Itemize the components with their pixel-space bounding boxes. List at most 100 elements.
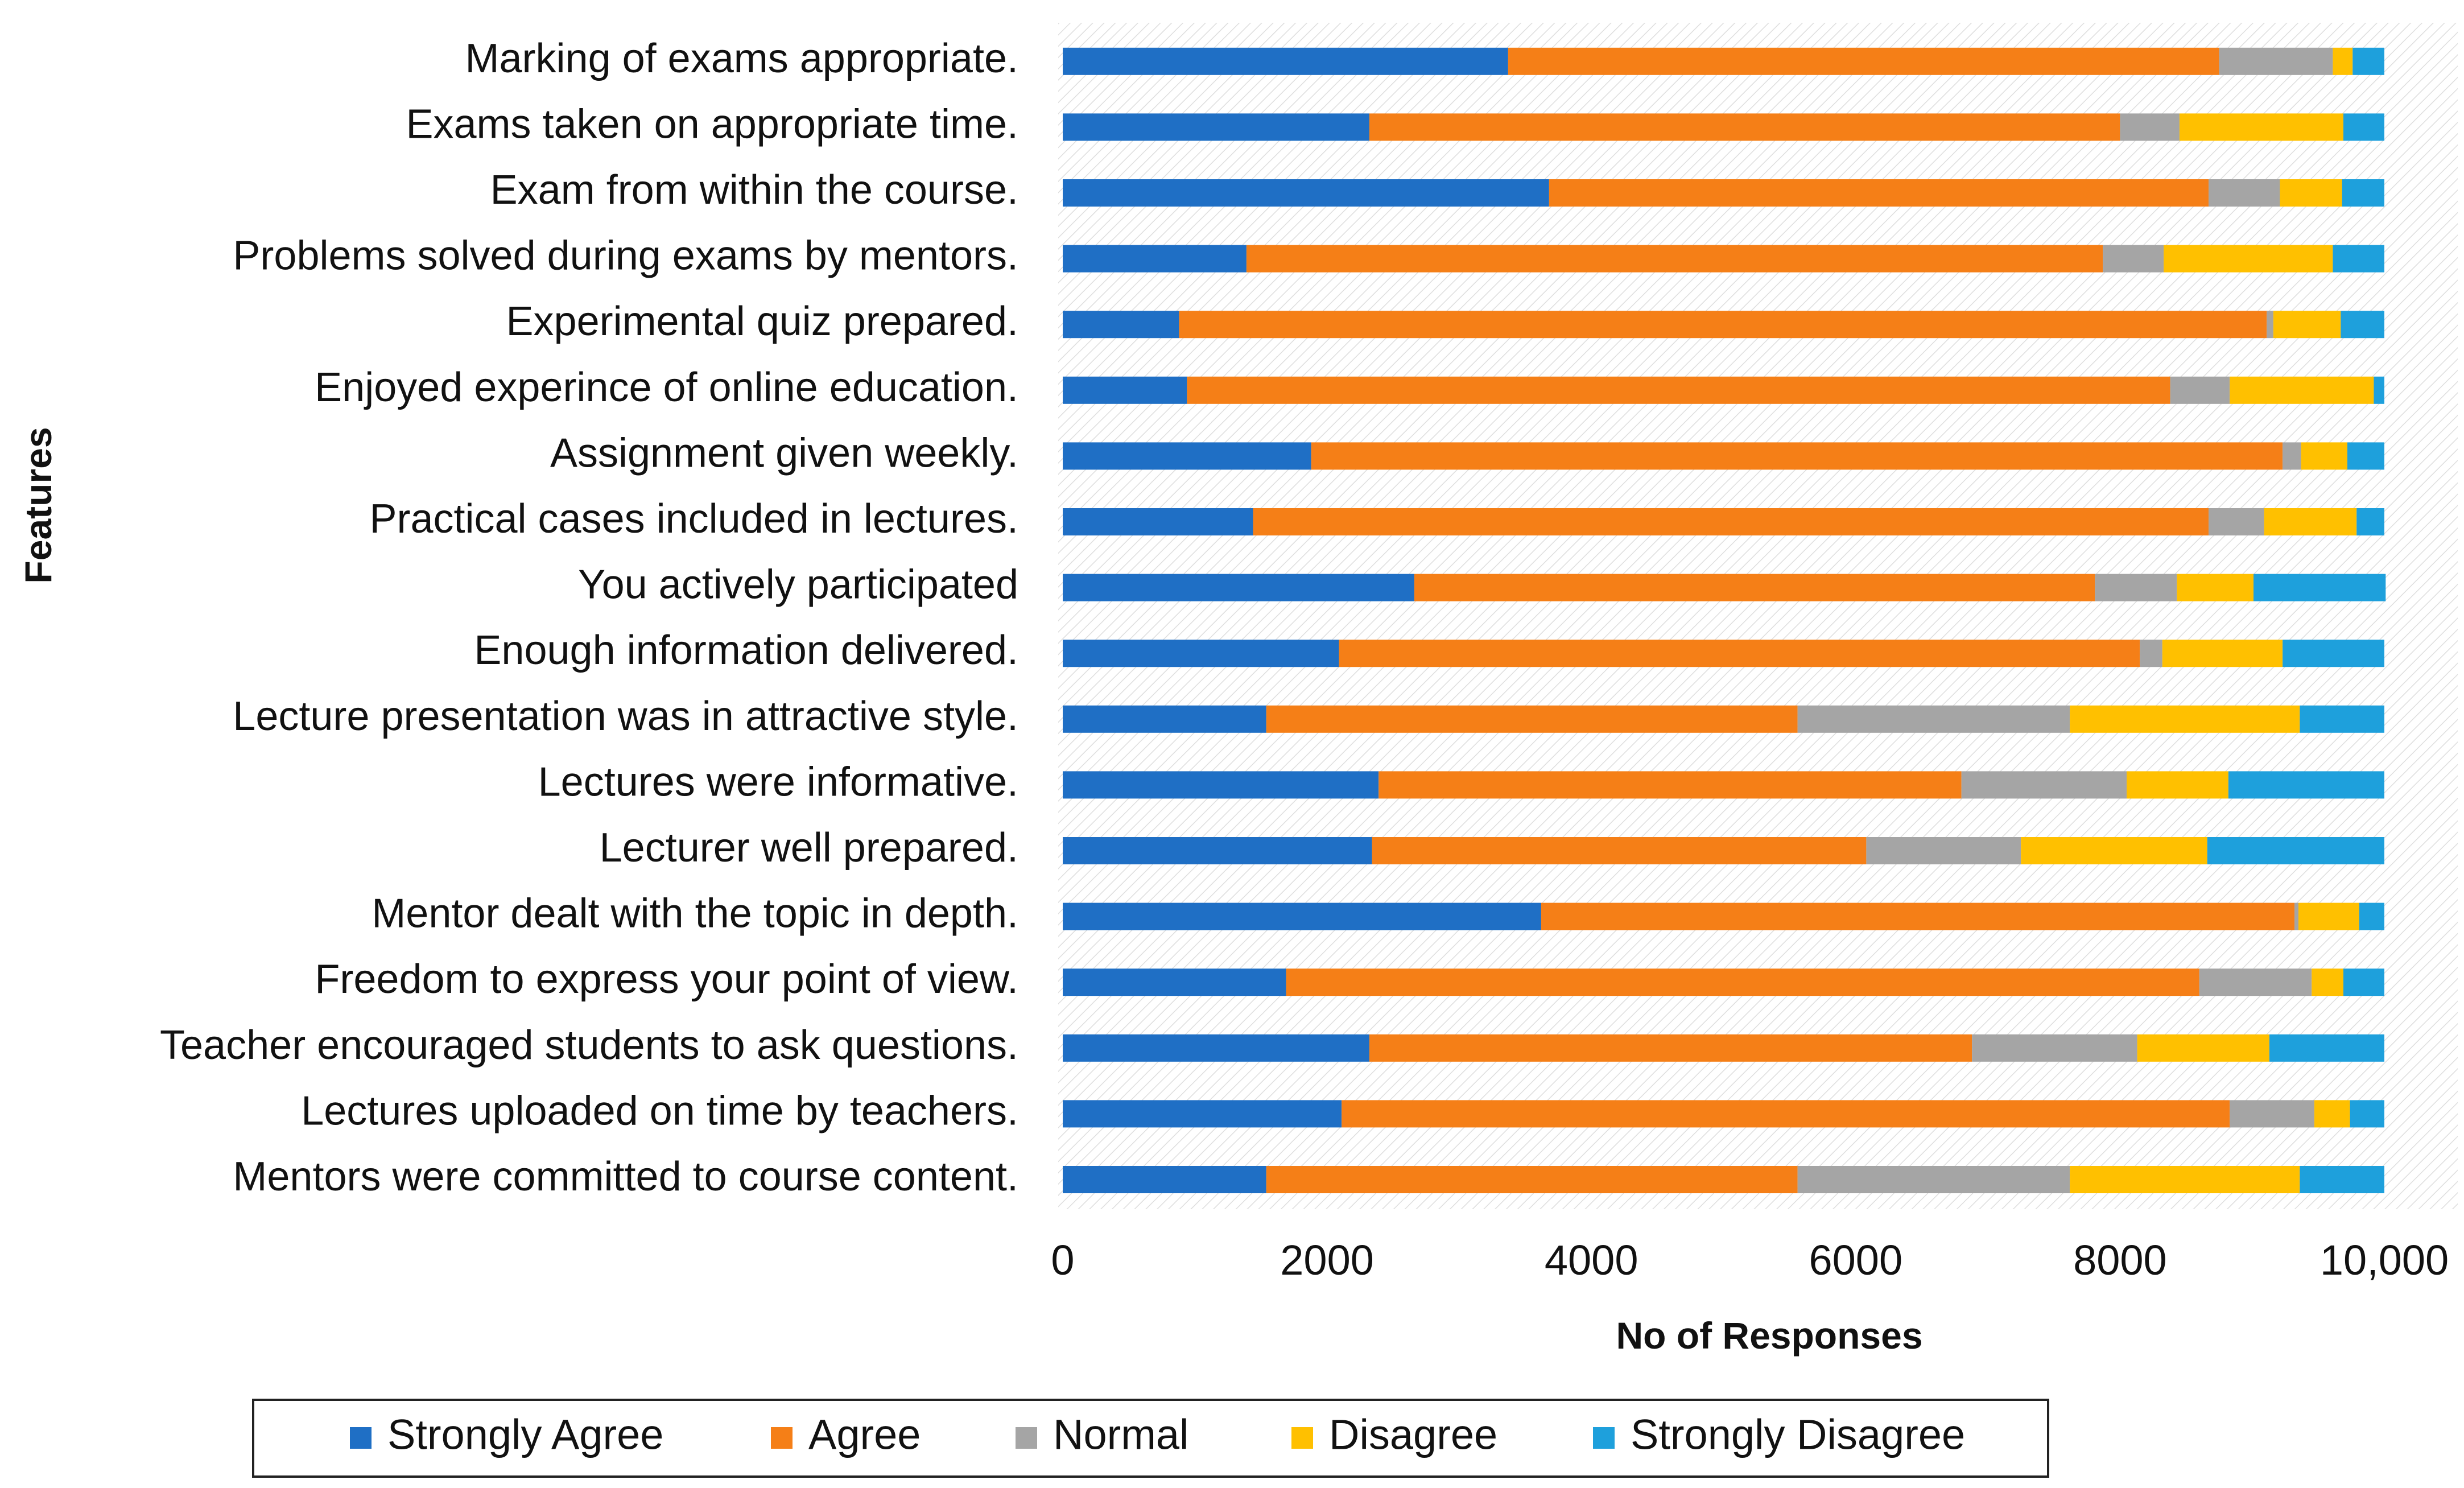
bar-segment-agree	[1266, 1166, 1798, 1193]
bar-segment-strongly-agree	[1063, 311, 1179, 339]
bar-segment-disagree	[2127, 771, 2228, 799]
x-axis-title: No of Responses	[1616, 1314, 1922, 1357]
bar-segment-strongly-disagree	[2347, 442, 2384, 470]
bar-segment-strongly-disagree	[2207, 837, 2384, 864]
category-label: Assignment given weekly.	[550, 430, 1018, 476]
bar-segment-agree	[1246, 245, 2103, 273]
bar-segment-strongly-agree	[1063, 640, 1339, 667]
category-label: Freedom to express your point of view.	[315, 957, 1018, 1002]
legend-label: Strongly Agree	[387, 1411, 663, 1458]
bar-segment-agree	[1342, 1100, 2230, 1128]
legend-swatch	[1016, 1427, 1037, 1449]
bar-segment-strongly-agree	[1063, 902, 1541, 930]
bar-segment-normal	[2103, 245, 2164, 273]
y-axis-title: Features	[17, 427, 59, 583]
bar-segment-strongly-disagree	[2374, 376, 2384, 404]
bar-segment-strongly-disagree	[2283, 640, 2384, 667]
bar-segment-normal	[2219, 47, 2333, 75]
bar-segment-strongly-disagree	[2300, 705, 2384, 733]
category-label: Lecture presentation was in attractive s…	[233, 694, 1018, 739]
bar-segment-agree	[1414, 574, 2095, 601]
bar-segment-agree	[1187, 376, 2170, 404]
bar-segment-strongly-disagree	[2359, 902, 2384, 930]
bar-segment-agree	[1339, 640, 2140, 667]
category-label: Lecturer well prepared.	[600, 825, 1018, 871]
bar-segment-normal	[2267, 311, 2273, 339]
bar-segment-strongly-disagree	[2342, 179, 2384, 207]
bar-segment-strongly-disagree	[2228, 771, 2384, 799]
bar-segment-normal	[1797, 1166, 2070, 1193]
bar-segment-strongly-disagree	[2341, 311, 2384, 339]
bar-segment-disagree	[2314, 1100, 2350, 1128]
bar-segment-disagree	[2280, 179, 2342, 207]
bar-segment-normal	[2170, 376, 2230, 404]
bar-segment-strongly-agree	[1063, 113, 1369, 141]
bar-segment-normal	[2294, 902, 2299, 930]
legend-box	[252, 1399, 2049, 1478]
bar-segment-disagree	[2333, 47, 2353, 75]
bar-segment-normal	[2283, 442, 2301, 470]
plot-background	[1058, 23, 2458, 1209]
x-tick-label: 0	[1051, 1236, 1074, 1284]
x-tick-label: 2000	[1280, 1236, 1374, 1284]
bar-segment-disagree	[2162, 640, 2283, 667]
bar-segment-agree	[1253, 508, 2209, 535]
bar-segment-disagree	[2164, 245, 2333, 273]
category-label: Exams taken on appropriate time.	[406, 101, 1018, 147]
bar-segment-disagree	[2021, 837, 2207, 864]
bar-segment-agree	[1179, 311, 2267, 339]
bar-segment-strongly-agree	[1063, 1034, 1369, 1062]
bar-segment-strongly-disagree	[2333, 245, 2384, 273]
category-label: Lectures were informative.	[538, 759, 1018, 805]
bar-segment-strongly-disagree	[2300, 1166, 2384, 1193]
bar-segment-normal	[2230, 1100, 2314, 1128]
category-label: Enough information delivered.	[474, 628, 1018, 673]
bar-segment-strongly-agree	[1063, 245, 1247, 273]
category-label: Mentor dealt with the topic in depth.	[372, 891, 1018, 937]
bar-segment-agree	[1311, 442, 2283, 470]
bar-segment-strongly-agree	[1063, 442, 1311, 470]
bar-segment-agree	[1286, 968, 2199, 996]
category-label: You actively participated	[578, 562, 1018, 608]
category-label: Teacher encouraged students to ask quest…	[160, 1023, 1018, 1068]
category-label: Problems solved during exams by mentors.	[233, 233, 1018, 279]
bar-segment-normal	[2199, 968, 2312, 996]
bar-segment-strongly-disagree	[2352, 47, 2384, 75]
bar-segment-strongly-agree	[1063, 968, 1286, 996]
bar-segment-strongly-agree	[1063, 837, 1372, 864]
bar-segment-agree	[1266, 705, 1798, 733]
legend-swatch	[1291, 1427, 1313, 1449]
bar-segment-normal	[1797, 705, 2070, 733]
bar-segment-disagree	[2312, 968, 2343, 996]
legend-swatch	[771, 1427, 793, 1449]
category-label: Exam from within the course.	[490, 167, 1018, 213]
bar-segment-strongly-agree	[1063, 574, 1414, 601]
bar-segment-disagree	[2230, 376, 2374, 404]
bar-segment-strongly-disagree	[2356, 508, 2384, 535]
bar-segment-strongly-disagree	[2269, 1034, 2384, 1062]
bar-segment-strongly-disagree	[2253, 574, 2386, 601]
bar-segment-normal	[2095, 574, 2177, 601]
bar-segment-strongly-agree	[1063, 705, 1266, 733]
bar-segment-disagree	[2070, 705, 2300, 733]
bar-segment-disagree	[2301, 442, 2347, 470]
bar-segment-disagree	[2137, 1034, 2269, 1062]
x-tick-label: 10,000	[2320, 1236, 2449, 1284]
category-label: Mentors were committed to course content…	[233, 1154, 1018, 1200]
legend-label: Normal	[1053, 1411, 1188, 1458]
bar-segment-strongly-agree	[1063, 179, 1549, 207]
bar-segment-normal	[2120, 113, 2180, 141]
bar-segment-disagree	[2177, 574, 2254, 601]
bar-segment-strongly-disagree	[2343, 113, 2384, 141]
category-label: Enjoyed experince of online education.	[315, 365, 1018, 410]
bar-segment-normal	[1961, 771, 2127, 799]
bar-segment-strongly-agree	[1063, 1166, 1266, 1193]
bar-segment-normal	[1972, 1034, 2137, 1062]
legend-swatch	[1593, 1427, 1615, 1449]
bar-segment-disagree	[2264, 508, 2357, 535]
bar-segment-agree	[1508, 47, 2219, 75]
x-tick-label: 8000	[2073, 1236, 2167, 1284]
bar-segment-strongly-agree	[1063, 508, 1253, 535]
bar-segment-strongly-disagree	[2343, 968, 2384, 996]
